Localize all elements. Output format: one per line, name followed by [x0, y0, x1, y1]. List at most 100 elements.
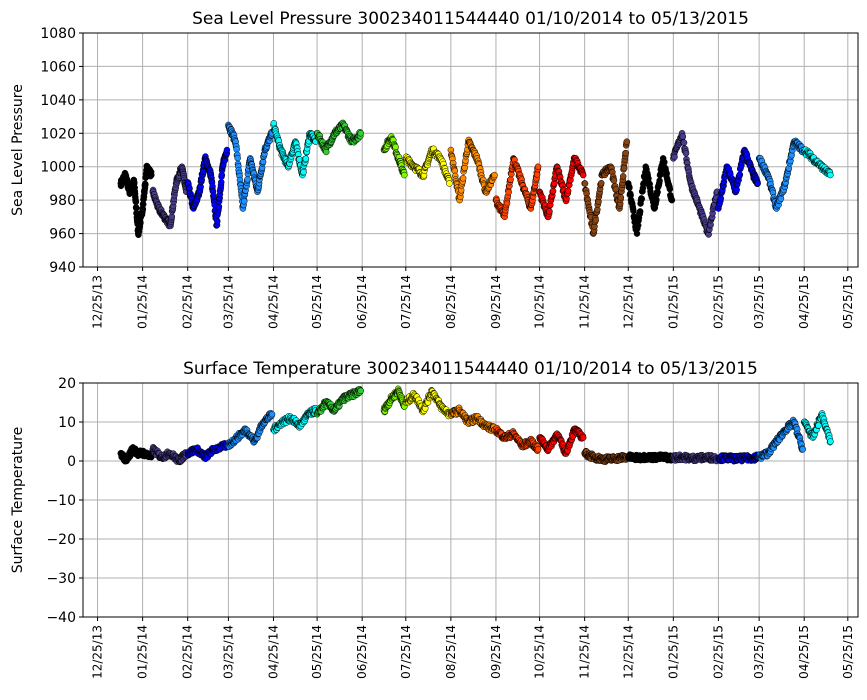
series-13	[670, 451, 721, 465]
x-tick-label: 04/25/15	[797, 275, 811, 329]
data-point	[661, 158, 668, 166]
chart-title: Sea Level Pressure 300234011544440 01/10…	[192, 9, 749, 29]
x-tick-label: 03/25/15	[752, 275, 766, 329]
series-9	[492, 155, 542, 221]
data-point	[392, 143, 399, 151]
data-point	[617, 194, 625, 201]
data-point	[148, 171, 155, 179]
x-tick-label: 05/25/14	[310, 625, 324, 679]
series-1	[149, 163, 190, 230]
y-tick-label: −30	[46, 571, 76, 587]
data-point	[459, 175, 467, 182]
x-tick-label: 04/25/14	[266, 275, 280, 329]
x-tick-label: 08/25/14	[444, 625, 458, 679]
x-tick-label: 08/25/14	[444, 275, 458, 329]
data-point	[300, 168, 307, 176]
data-point	[132, 198, 140, 206]
x-tick-label: 10/25/14	[533, 625, 547, 679]
x-tick-label: 01/25/14	[136, 625, 150, 679]
data-point	[270, 120, 278, 127]
x-tick-label: 04/25/14	[266, 625, 280, 679]
series-8	[447, 136, 498, 204]
series-14	[715, 146, 761, 212]
y-tick-label: 1000	[40, 160, 76, 176]
series-16	[800, 410, 834, 446]
y-tick-label: −40	[46, 610, 76, 626]
data-point	[754, 180, 761, 187]
data-point	[505, 188, 512, 196]
y-tick-label: 10	[58, 415, 76, 431]
series-7	[402, 387, 453, 420]
y-tick-label: 960	[49, 227, 76, 243]
x-tick-label: 03/25/14	[221, 625, 235, 679]
series-12	[625, 155, 676, 237]
data-point	[656, 177, 663, 185]
series-3	[225, 121, 276, 212]
y-axis-ticks: −40 −30 −20 −10 0 10 20	[46, 376, 83, 626]
data-point	[668, 196, 676, 204]
series-10	[536, 425, 587, 457]
y-axis-label: Surface Temperature	[10, 427, 26, 573]
data-point	[622, 149, 630, 157]
x-axis-ticks: 12/25/13 01/25/14 02/25/14 03/25/14 04/25/14…	[91, 617, 855, 679]
data-point	[137, 219, 144, 227]
y-tick-label: 1020	[40, 126, 76, 142]
data-point	[777, 195, 785, 202]
x-tick-label: 01/25/15	[666, 625, 680, 679]
x-tick-label: 01/25/14	[136, 275, 150, 329]
series-8	[447, 404, 498, 434]
x-tick-label: 12/25/14	[621, 275, 635, 329]
data-point	[680, 139, 688, 146]
data-point	[218, 179, 225, 186]
data-point	[357, 387, 364, 395]
x-tick-label: 05/25/15	[841, 625, 855, 679]
data-point	[598, 179, 605, 187]
y-tick-label: 0	[67, 454, 76, 470]
x-tick-label: 11/25/14	[578, 625, 592, 679]
data-point	[736, 171, 744, 178]
series-11	[581, 447, 631, 466]
series-12	[625, 451, 676, 464]
x-tick-label: 09/25/14	[489, 625, 503, 679]
series-13	[670, 130, 721, 238]
y-tick-label: 20	[58, 376, 76, 392]
data-point	[638, 195, 645, 203]
x-tick-label: 02/25/15	[711, 625, 725, 679]
data-point	[534, 163, 542, 170]
x-tick-label: 10/25/14	[533, 275, 547, 329]
x-tick-label: 11/25/14	[578, 275, 592, 329]
y-tick-label: 1060	[40, 59, 76, 75]
series-11	[581, 138, 631, 237]
x-tick-label: 07/25/14	[399, 275, 413, 329]
series-2	[184, 440, 231, 463]
data-point	[636, 208, 644, 215]
series-5	[313, 119, 364, 156]
data-point	[322, 148, 330, 156]
x-tick-label: 07/25/14	[399, 625, 413, 679]
series-5	[313, 385, 364, 418]
data-point	[234, 154, 241, 162]
data-point	[620, 164, 628, 172]
x-tick-label: 06/25/14	[355, 275, 369, 329]
data-point	[507, 176, 514, 183]
data-point	[827, 171, 834, 179]
data-point	[581, 180, 589, 187]
series-14	[715, 451, 761, 465]
series-16	[800, 146, 834, 179]
data-point	[592, 217, 599, 224]
series-3	[225, 410, 276, 450]
series-10	[536, 154, 587, 221]
x-tick-label: 03/25/15	[752, 625, 766, 679]
data-point	[401, 171, 408, 179]
x-axis-ticks: 12/25/13 01/25/14 02/25/14 03/25/14 04/25/14…	[91, 267, 855, 329]
series-4	[270, 404, 319, 435]
x-tick-label: 06/25/14	[355, 625, 369, 679]
y-tick-label: 980	[49, 193, 76, 209]
data-point	[302, 155, 310, 162]
data-point	[491, 171, 498, 179]
data-point	[241, 198, 248, 205]
data-point	[579, 434, 587, 441]
data-point	[223, 146, 231, 154]
data-point	[682, 150, 690, 157]
x-tick-label: 12/25/14	[621, 625, 635, 679]
